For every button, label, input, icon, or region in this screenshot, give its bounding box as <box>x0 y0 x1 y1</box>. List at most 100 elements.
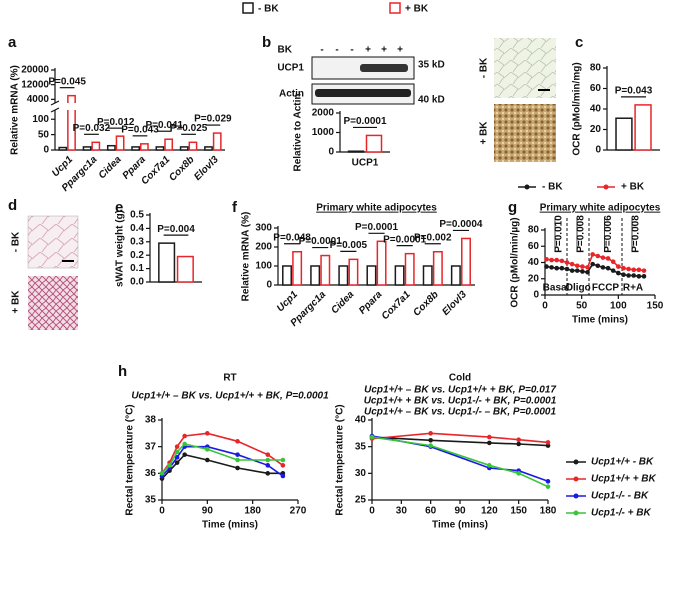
y-tick-label: 200 <box>255 242 272 253</box>
axis-break-mark <box>50 100 60 106</box>
series-line <box>161 453 283 480</box>
data-point <box>559 265 565 271</box>
y-axis-title: Relative to Actin <box>293 94 304 172</box>
series-line <box>161 445 284 477</box>
data-point <box>205 447 210 452</box>
panel-letter: c <box>575 34 583 51</box>
data-point <box>636 274 642 279</box>
data-point <box>205 457 210 463</box>
y-tick-label: 100 <box>32 114 49 125</box>
y-tick-label: 20000 <box>21 65 49 76</box>
image-label: - BK <box>11 231 22 252</box>
y-tick-label: 0 <box>328 147 334 158</box>
bar <box>82 146 92 151</box>
phase-label: FCCP <box>592 283 620 294</box>
y-tick-label: 40 <box>355 415 367 426</box>
p-value: P=0.0004 <box>439 219 483 230</box>
y-tick-label: 20 <box>528 273 540 284</box>
subtitle: Ucp1+/+ – BK vs. Ucp1+/+ + BK, P=0.017 <box>364 385 556 396</box>
p-value: P=0.0001 <box>299 236 343 247</box>
y-tick-label: 4000 <box>27 94 50 105</box>
blot-band <box>315 89 411 97</box>
data-point <box>235 439 240 444</box>
lane-label: + <box>397 45 403 56</box>
x-tick-label: 120 <box>481 506 498 517</box>
bar <box>634 104 652 151</box>
data-point <box>174 449 180 455</box>
bar <box>158 242 176 283</box>
bar <box>338 265 349 286</box>
panel-letter: h <box>118 363 127 380</box>
x-tick-label: Cox8b <box>411 289 440 318</box>
data-point <box>516 441 521 447</box>
data-point <box>554 265 560 271</box>
x-tick-label: 0 <box>159 506 165 517</box>
bar <box>404 252 415 286</box>
series-line <box>161 432 284 474</box>
y-tick-label: 0.4 <box>130 223 144 234</box>
y-tick-label: 30 <box>355 468 367 479</box>
x-tick-label: UCP1 <box>352 158 379 169</box>
x-tick-label: Cidea <box>329 289 356 316</box>
y-tick-label: 12000 <box>21 79 49 90</box>
data-point <box>600 255 606 260</box>
lane-label: - <box>320 45 323 56</box>
lane-label: + <box>381 45 387 56</box>
western-blot: BK - - - + + + UCP1 Actin 35 kD 40 kD <box>277 45 444 106</box>
x-tick-label: Cox8b <box>167 154 196 183</box>
y-tick-label: 0 <box>266 280 272 291</box>
panel-letter: d <box>8 197 17 214</box>
y-tick-label: 37 <box>145 441 157 452</box>
bar <box>366 265 377 286</box>
p-value: P=0.029 <box>194 114 232 125</box>
panel-letter: f <box>232 199 238 216</box>
data-point <box>621 272 626 277</box>
image-label: - BK <box>479 57 490 78</box>
axis-break <box>49 103 225 110</box>
phase-label: R+A <box>623 283 643 294</box>
y-tick-label: 40 <box>590 104 602 115</box>
bar <box>450 265 461 286</box>
legend-label: + BK <box>621 182 645 193</box>
p-value: P=0.008 <box>576 215 587 253</box>
data-point <box>235 457 240 463</box>
data-point <box>605 265 611 271</box>
bar <box>204 146 213 151</box>
bar <box>67 94 76 151</box>
bar <box>310 265 321 286</box>
y-tick-label: 80 <box>590 63 602 74</box>
x-tick-label: 50 <box>576 301 588 312</box>
x-tick-label: 90 <box>202 506 214 517</box>
p-value: P=0.008 <box>631 215 642 253</box>
y-tick-label: 0.1 <box>130 263 144 274</box>
micrographs-b: - BK + BK <box>479 38 556 162</box>
data-point <box>265 452 271 457</box>
data-point <box>205 431 210 436</box>
bar <box>176 255 194 283</box>
data-point <box>564 266 570 272</box>
x-tick-label: Ucp1 <box>275 289 300 314</box>
data-point <box>631 273 637 278</box>
y-axis-title: Relative mRNA (%) <box>10 65 21 155</box>
data-point <box>174 444 180 449</box>
data-point <box>280 457 286 463</box>
chart-title: RT <box>223 373 236 384</box>
lane-label: + <box>365 45 371 56</box>
x-tick-label: 270 <box>290 506 307 517</box>
p-value: P=0.043 <box>121 124 159 135</box>
data-point <box>595 263 601 269</box>
legend-label: - BK <box>542 182 563 193</box>
data-point <box>280 473 286 479</box>
blot-band <box>360 64 408 72</box>
data-point <box>605 256 611 261</box>
y-tick-label: 300 <box>255 223 272 234</box>
data-point <box>600 265 606 270</box>
y-tick-label: 0 <box>43 145 49 156</box>
panel-letter: b <box>262 34 271 51</box>
data-point <box>159 471 165 476</box>
y-tick-label: 35 <box>355 441 367 452</box>
legend-label: + BK <box>405 4 429 15</box>
data-point <box>516 471 521 476</box>
y-tick-label: 38 <box>145 415 157 426</box>
